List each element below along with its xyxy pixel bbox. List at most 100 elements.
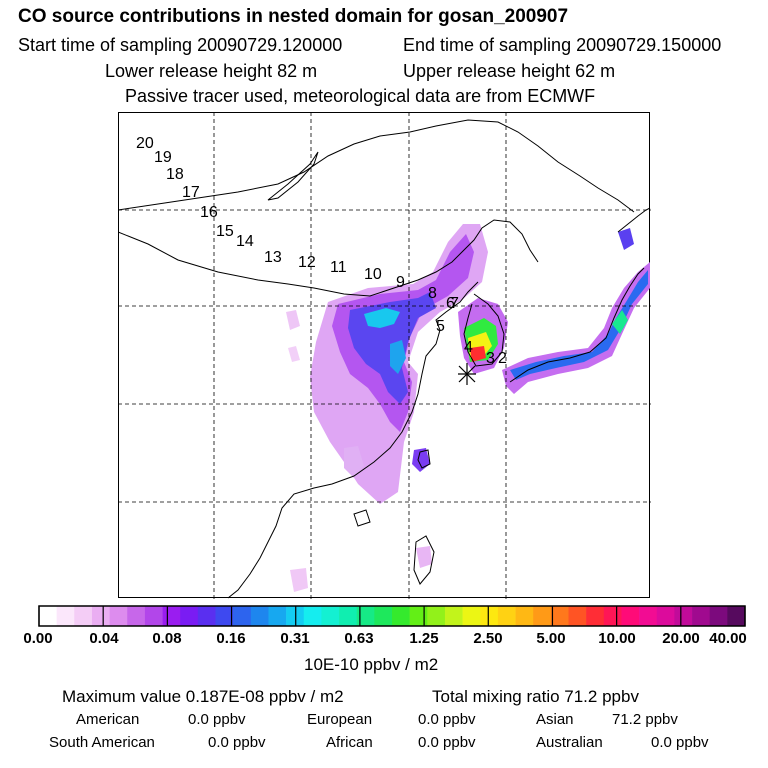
colorbar-swatch: [497, 606, 516, 626]
trajectory-label: 5: [436, 318, 445, 335]
colorbar-tick-label: 5.00: [536, 630, 566, 647]
trajectory-label: 9: [396, 274, 405, 291]
colorbar-swatch: [480, 606, 499, 626]
colorbar-swatch: [74, 606, 93, 626]
colorbar-swatch: [586, 606, 605, 626]
plot-title: CO source contributions in nested domain…: [18, 6, 569, 27]
colorbar-swatch: [444, 606, 463, 626]
colorbar-tick-label: 0.08: [152, 630, 182, 647]
colorbar-swatch: [533, 606, 552, 626]
trajectory-label: 13: [264, 249, 282, 266]
colorbar-swatch: [162, 606, 181, 626]
colorbar-swatch: [91, 606, 110, 626]
graticule: [118, 112, 651, 599]
color-scale-bar: [38, 605, 746, 627]
colorbar-tick-label: 20.00: [662, 630, 700, 647]
region-value: 0.0 ppbv: [208, 734, 266, 751]
upper-height-label: Upper release height 62 m: [403, 61, 616, 81]
colorbar-swatch: [656, 606, 675, 626]
region-value: 0.0 ppbv: [418, 711, 476, 728]
end-time-label: End time of sampling 20090729.150000: [403, 35, 722, 55]
trajectory-label: 3: [486, 350, 495, 367]
total-mixing-ratio-label: Total mixing ratio 71.2 ppbv: [432, 687, 639, 706]
colorbar-tick-label: 0.04: [89, 630, 119, 647]
japan-plume-outer: [502, 262, 650, 394]
colorbar-swatch: [144, 606, 163, 626]
colorbar-units: 10E-10 ppbv / m2: [304, 655, 439, 674]
southwest-spot: [286, 310, 300, 330]
colorbar-swatch: [109, 606, 128, 626]
region-value: 0.0 ppbv: [651, 734, 709, 751]
trajectory-label: 8: [428, 285, 437, 302]
taiwan-strait-spot: [344, 446, 364, 478]
colorbar-swatch: [462, 606, 481, 626]
trajectory-label: 17: [182, 184, 200, 201]
indochina-spot: [290, 568, 308, 592]
trajectory-label: 15: [216, 223, 234, 240]
colorbar-swatch: [639, 606, 658, 626]
trajectory-label: 14: [236, 233, 254, 250]
trajectory-label: 7: [450, 295, 459, 312]
korean-peninsula: [463, 293, 505, 367]
colorbar-swatch: [127, 606, 146, 626]
colorbar-swatch: [568, 606, 587, 626]
region-name: Australian: [536, 734, 603, 751]
colorbar-swatch: [321, 606, 340, 626]
colorbar-swatch: [215, 606, 234, 626]
maximum-value-label: Maximum value 0.187E-08 ppbv / m2: [62, 687, 344, 706]
region-name: African: [326, 734, 373, 751]
hokkaido-spot: [618, 228, 634, 250]
colorbar-swatch: [709, 606, 728, 626]
region-value: 71.2 ppbv: [612, 711, 678, 728]
trajectory-label: 11: [330, 259, 347, 276]
colorbar-tick-label: 40.00: [709, 630, 747, 647]
receptor-star-icon: [458, 363, 476, 385]
colorbar-swatch: [392, 606, 410, 626]
colorbar-swatch: [692, 606, 710, 626]
colorbar-swatch: [303, 606, 322, 626]
colorbar-swatch: [250, 606, 269, 626]
china-coast: [227, 281, 479, 599]
trajectory-labels: 20 19 18 17 16 15 14 13 12 11 10 9 8 6 7…: [136, 135, 507, 367]
colorbar-swatch: [515, 606, 534, 626]
korea-plume-red: [470, 346, 486, 362]
colorbar-tick-label: 0.00: [23, 630, 53, 647]
trajectory-label: 4: [464, 339, 473, 356]
region-name: European: [307, 711, 373, 728]
colorbar-tick-label: 0.31: [280, 630, 310, 647]
model-note: Passive tracer used, meteorological data…: [125, 86, 596, 106]
inland-water: [267, 151, 319, 201]
colorbar-tick-label: 10.00: [598, 630, 636, 647]
colorbar-tick-label: 2.50: [473, 630, 503, 647]
coastline-north: [118, 119, 635, 213]
trajectory-label: 12: [298, 254, 316, 271]
colorbar-swatch: [268, 606, 287, 626]
colorbar-border: [38, 605, 746, 627]
china-plume-cyan: [364, 308, 400, 328]
colorbar-swatch: [356, 606, 375, 626]
trajectory-label: 19: [154, 149, 172, 166]
coastlines: [118, 119, 651, 599]
source-map: 20 19 18 17 16 15 14 13 12 11 10 9 8 6 7…: [118, 112, 651, 599]
japan-hokkaido: [617, 207, 651, 233]
region-value: 0.0 ppbv: [188, 711, 246, 728]
colorbar-swatch: [727, 606, 746, 626]
trajectory-label: 6: [446, 295, 455, 312]
colorbar-swatch: [286, 606, 305, 626]
colorbar-tick-label: 1.25: [409, 630, 439, 647]
japan-plume-green: [612, 310, 628, 334]
border-china-mongolia: [118, 219, 539, 297]
trajectory-label: 20: [136, 135, 154, 152]
colorbar-swatch: [550, 606, 569, 626]
region-name: American: [76, 711, 140, 728]
colorbar-tick-label: 0.63: [344, 630, 374, 647]
start-time-label: Start time of sampling 20090729.120000: [18, 35, 343, 55]
colorbar-tick-label: 0.16: [216, 630, 246, 647]
colorbar-swatch: [674, 606, 693, 626]
philippines-coast: [413, 535, 435, 585]
trajectory-label: 16: [200, 204, 218, 221]
region-value: 0.0 ppbv: [418, 734, 476, 751]
china-plume-cyan-2: [390, 340, 406, 374]
region-name: Asian: [536, 711, 574, 728]
colorbar-swatch: [621, 606, 640, 626]
